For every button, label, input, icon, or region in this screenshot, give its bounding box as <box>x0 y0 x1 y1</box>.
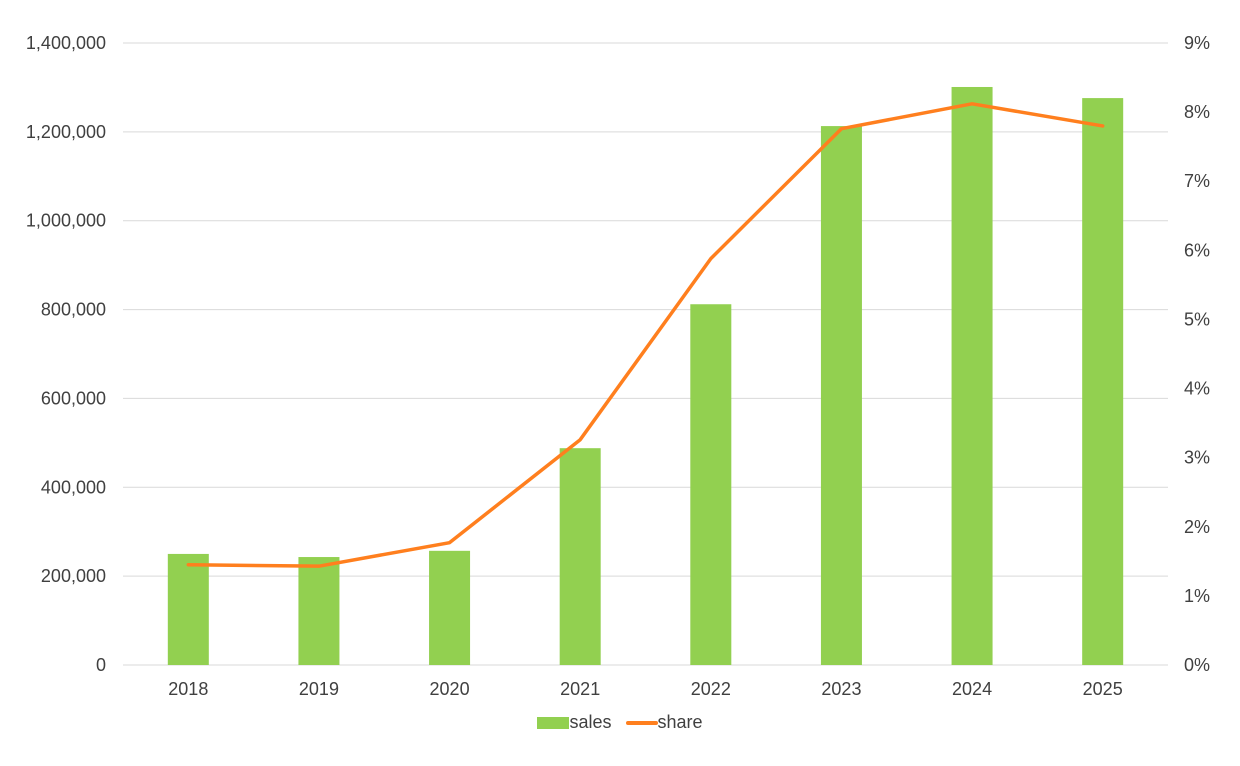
y2-tick-label: 0% <box>1184 655 1210 675</box>
bar-2019 <box>298 557 340 665</box>
y2-tick-label: 8% <box>1184 102 1210 122</box>
y2-tick-label: 7% <box>1184 171 1210 191</box>
legend-label-share: share <box>657 712 703 732</box>
y-tick-label: 1,400,000 <box>26 33 106 53</box>
y2-tick-label: 9% <box>1184 33 1210 53</box>
x-tick-label: 2024 <box>952 679 992 699</box>
share-polyline <box>186 102 1105 568</box>
right-axis-ticks: 0% 1% 2% 3% 4% 5% 6% 7% 8% 9% <box>1184 33 1210 675</box>
x-tick-label: 2019 <box>299 679 339 699</box>
y-tick-label: 1,000,000 <box>26 211 106 231</box>
bar-2024 <box>951 86 993 666</box>
bar-2022 <box>690 304 732 665</box>
y-tick-label: 0 <box>96 655 106 675</box>
y2-tick-label: 4% <box>1184 379 1210 399</box>
legend-label-sales: sales <box>569 712 612 732</box>
y2-tick-label: 2% <box>1184 517 1210 537</box>
y-tick-label: 200,000 <box>41 566 106 586</box>
legend-item-share: share <box>625 712 703 733</box>
y-tick-label: 800,000 <box>41 300 106 320</box>
y-tick-label: 1,200,000 <box>26 122 106 142</box>
bar-2020 <box>429 550 471 665</box>
sales-swatch-icon <box>537 716 570 729</box>
bar-2021 <box>559 448 601 665</box>
x-tick-label: 2020 <box>430 679 470 699</box>
y2-tick-label: 5% <box>1184 309 1210 329</box>
y2-tick-label: 3% <box>1184 448 1210 468</box>
x-tick-label: 2023 <box>821 679 861 699</box>
x-tick-label: 2022 <box>691 679 731 699</box>
x-axis-ticks: 2018 2019 2020 2021 2022 2023 2024 2025 <box>168 679 1122 699</box>
share-line <box>186 102 1105 568</box>
share-swatch-icon <box>625 720 658 725</box>
sales-bars <box>167 86 1124 666</box>
y2-tick-label: 1% <box>1184 586 1210 606</box>
left-axis-ticks: 0 200,000 400,000 600,000 800,000 1,000,000 1,… <box>26 33 106 675</box>
x-tick-label: 2021 <box>560 679 600 699</box>
legend-item-sales: sales <box>537 712 612 733</box>
y-tick-label: 600,000 <box>41 388 106 408</box>
gridlines <box>123 42 1168 666</box>
bar-2025 <box>1082 98 1124 665</box>
x-tick-label: 2025 <box>1083 679 1123 699</box>
bar-2023 <box>820 126 862 666</box>
x-tick-label: 2018 <box>168 679 208 699</box>
legend: sales share <box>0 712 1240 733</box>
y-tick-label: 400,000 <box>41 477 106 497</box>
y2-tick-label: 6% <box>1184 240 1210 260</box>
bar-2018 <box>167 553 209 665</box>
